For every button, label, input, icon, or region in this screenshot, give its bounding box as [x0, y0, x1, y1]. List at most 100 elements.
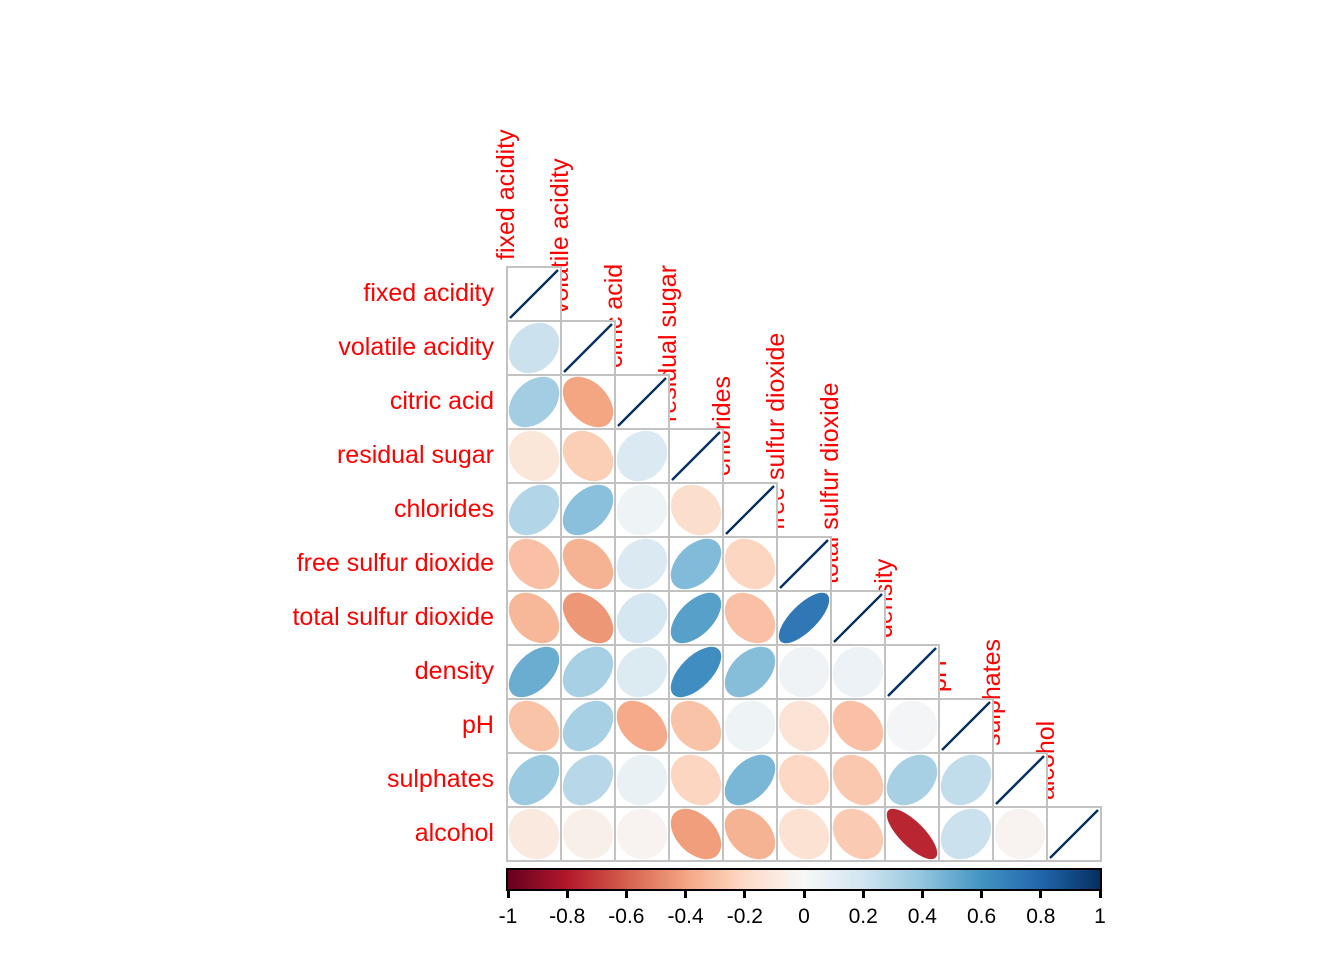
correlation-ellipse — [724, 646, 776, 698]
correlation-ellipse — [832, 700, 884, 752]
row-label: pH — [462, 711, 494, 739]
correlation-ellipse — [508, 646, 560, 698]
correlation-ellipse — [724, 700, 776, 752]
colorbar-tick — [861, 891, 865, 898]
colorbar-tick-label: -0.4 — [667, 905, 704, 928]
colorbar-tick-label: 0 — [798, 905, 810, 928]
colorbar-tick — [980, 891, 984, 898]
correlation-ellipse — [562, 754, 614, 806]
correlation-ellipse — [778, 646, 830, 698]
correlation-ellipse — [616, 700, 668, 752]
correlation-ellipse — [724, 754, 776, 806]
colorbar-tick-label: -0.8 — [549, 905, 586, 928]
diagonal-correlation-line — [671, 431, 721, 481]
diagonal-correlation-line — [887, 647, 937, 697]
correlation-ellipse — [562, 808, 614, 860]
row-label: total sulfur dioxide — [292, 603, 494, 631]
correlation-ellipse — [724, 808, 776, 860]
correlation-ellipse — [670, 646, 722, 698]
diagonal-correlation-line — [617, 377, 667, 427]
colorbar-tick-label: -1 — [498, 905, 518, 928]
colorbar-tick — [1098, 891, 1102, 898]
colorbar-tick-label: 1 — [1094, 905, 1106, 928]
correlation-ellipse — [562, 376, 614, 428]
correlation-ellipse — [562, 538, 614, 590]
colorbar-tick — [565, 891, 569, 898]
colorbar — [506, 868, 1102, 891]
correlation-ellipse — [724, 592, 776, 644]
correlation-ellipse — [670, 592, 722, 644]
correlation-ellipse — [940, 754, 992, 806]
colorbar-tick-label: 0.4 — [907, 905, 937, 928]
row-label: alcohol — [414, 819, 494, 847]
correlation-ellipse — [886, 754, 938, 806]
row-label: sulphates — [386, 765, 494, 793]
colorbar-tick — [506, 891, 510, 898]
diagonal-correlation-line — [1049, 809, 1099, 859]
diagonal-correlation-line — [725, 485, 775, 535]
correlation-ellipse — [994, 808, 1046, 860]
diagonal-correlation-line — [509, 269, 559, 319]
diagonal-correlation-line — [779, 539, 829, 589]
correlation-ellipse — [886, 700, 938, 752]
colorbar-tick — [743, 891, 747, 898]
correlation-ellipse — [562, 430, 614, 482]
correlation-ellipse — [670, 808, 722, 860]
row-label: citric acid — [389, 387, 494, 415]
column-label: fixed acidity — [492, 129, 520, 260]
correlation-matrix — [506, 266, 1102, 862]
correlation-ellipse — [562, 484, 614, 536]
diagonal-correlation-line — [995, 755, 1045, 805]
correlation-ellipse — [508, 754, 560, 806]
row-label: volatile acidity — [338, 333, 494, 361]
correlation-ellipse — [508, 538, 560, 590]
row-label: residual sugar — [336, 441, 494, 469]
correlation-ellipse — [616, 808, 668, 860]
correlation-ellipse — [562, 700, 614, 752]
correlation-ellipse — [724, 538, 776, 590]
colorbar-tick — [802, 891, 806, 898]
correlation-ellipse — [778, 808, 830, 860]
correlation-ellipse — [886, 808, 938, 860]
correlation-ellipse — [508, 592, 560, 644]
row-label: chlorides — [393, 495, 494, 523]
correlation-ellipse — [508, 430, 560, 482]
diagonal-correlation-line — [833, 593, 883, 643]
correlation-ellipse — [508, 700, 560, 752]
row-label: free sulfur dioxide — [296, 549, 494, 577]
correlation-ellipse — [832, 754, 884, 806]
correlation-ellipse — [562, 592, 614, 644]
colorbar-tick-label: 0.2 — [848, 905, 878, 928]
correlation-ellipse — [670, 700, 722, 752]
correlation-ellipse — [778, 700, 830, 752]
correlation-ellipse — [616, 484, 668, 536]
correlation-ellipse — [670, 484, 722, 536]
diagonal-correlation-line — [563, 323, 613, 373]
correlation-ellipse — [616, 754, 668, 806]
correlation-ellipse — [778, 592, 830, 644]
colorbar-tick-label: -0.2 — [726, 905, 763, 928]
correlation-ellipse — [508, 376, 560, 428]
correlation-ellipse — [832, 646, 884, 698]
row-label: density — [414, 657, 494, 685]
row-label: fixed acidity — [363, 279, 494, 307]
colorbar-tick-label: 0.8 — [1026, 905, 1056, 928]
diagonal-correlation-line — [941, 701, 991, 751]
correlation-ellipse — [670, 754, 722, 806]
colorbar-tick — [684, 891, 688, 898]
correlation-ellipse — [832, 808, 884, 860]
correlation-ellipse — [508, 484, 560, 536]
colorbar-tick — [1039, 891, 1043, 898]
correlation-ellipse — [508, 322, 560, 374]
correlation-ellipse — [616, 592, 668, 644]
correlation-ellipse — [670, 538, 722, 590]
colorbar-gradient — [508, 870, 1100, 889]
correlation-ellipse — [616, 646, 668, 698]
correlation-ellipse — [616, 430, 668, 482]
correlation-ellipse — [778, 754, 830, 806]
colorbar-tick-label: 0.6 — [966, 905, 997, 928]
correlation-ellipse — [508, 808, 560, 860]
correlation-ellipse — [616, 538, 668, 590]
colorbar-tick-label: -0.6 — [608, 905, 645, 928]
